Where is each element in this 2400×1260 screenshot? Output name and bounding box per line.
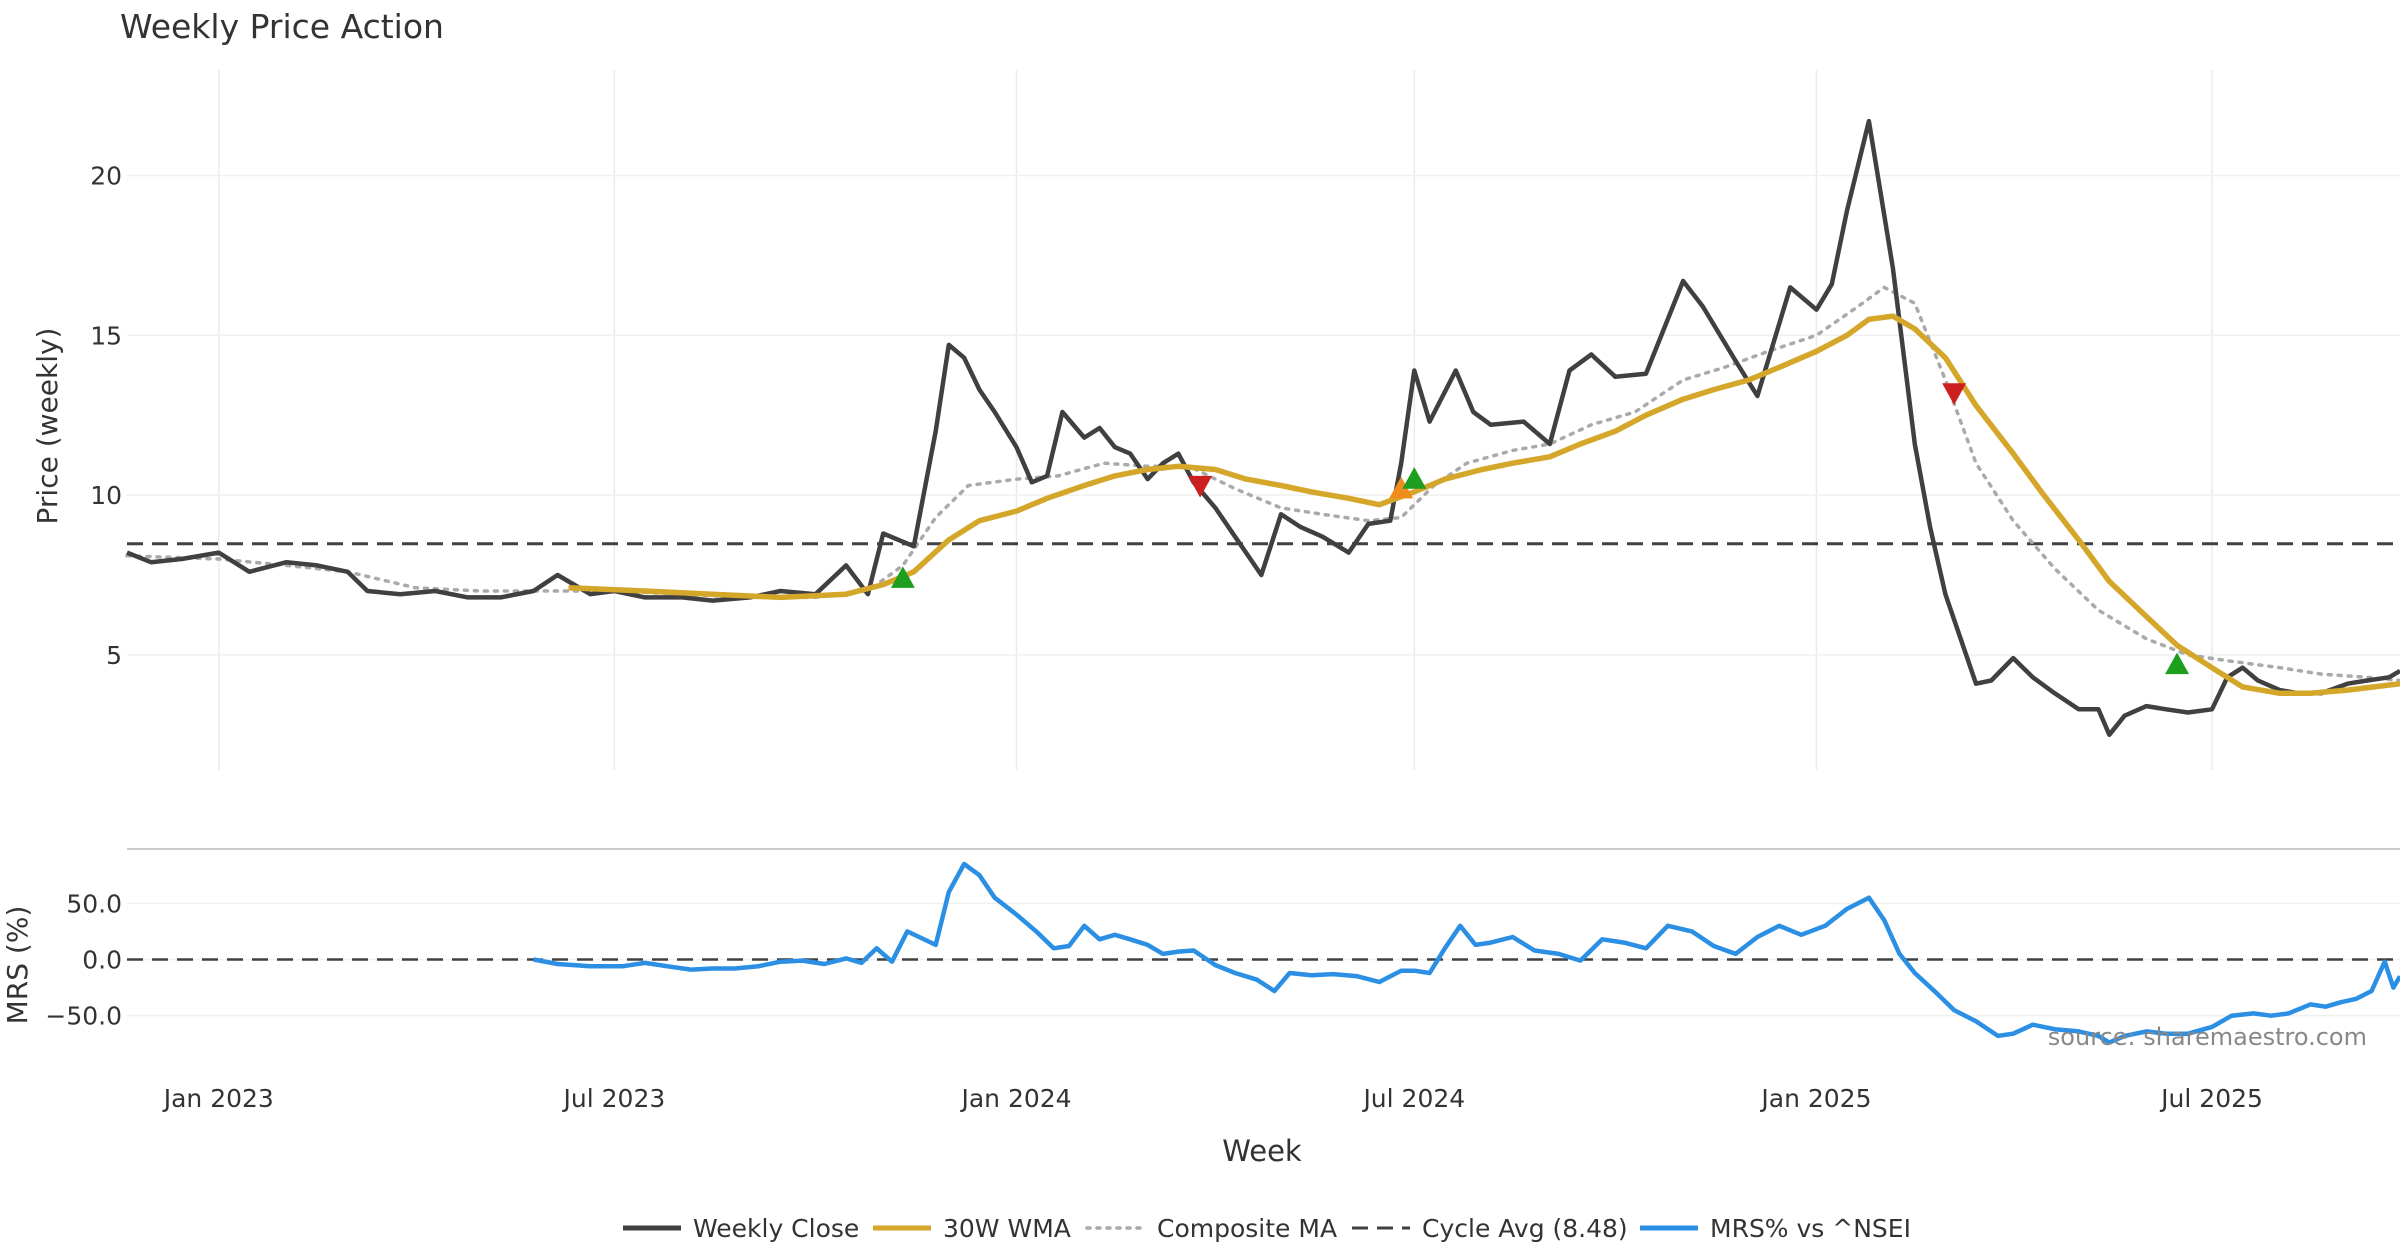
legend: Weekly Close 30W WMA Composite MA Cycle Avg…: [623, 1214, 1911, 1243]
x-tick-label: Jul 2023: [562, 1084, 666, 1113]
buy-signal-marker: [1402, 467, 1427, 489]
price-series: [125, 118, 2400, 738]
signal-markers: [890, 383, 2190, 675]
price-y-tick-label: 15: [90, 321, 122, 350]
mrs-y-axis-label: MRS (%): [1, 906, 34, 1025]
buy-signal-marker: [890, 566, 915, 588]
x-tick-label: Jan 2023: [162, 1084, 274, 1113]
x-tick-label: Jul 2025: [2159, 1084, 2263, 1113]
legend-item: Weekly Close: [623, 1214, 859, 1243]
series-line-30w-wma: [568, 313, 2400, 697]
legend-label: Composite MA: [1157, 1214, 1337, 1243]
buy-signal-marker: [1389, 476, 1414, 499]
buy-signal-marker: [2165, 652, 2190, 675]
series-line-mrs: [533, 861, 2400, 1045]
legend-label: Cycle Avg (8.48): [1422, 1214, 1628, 1243]
x-tick-label: Jan 2025: [1759, 1084, 1871, 1113]
legend-item: 30W WMA: [873, 1214, 1071, 1243]
x-tick-label: Jul 2024: [1361, 1084, 1465, 1113]
mrs-y-tick-label: −50.0: [45, 1002, 122, 1031]
price-y-tick-label: 20: [90, 161, 122, 190]
mrs-y-tick-label: 50.0: [66, 889, 122, 918]
price-y-tick-label: 5: [106, 641, 122, 670]
legend-label: MRS% vs ^NSEI: [1710, 1214, 1911, 1243]
price-y-ticks: 5 10 15 20: [90, 161, 122, 669]
mrs-y-ticks: 50.0 0.0 −50.0: [45, 889, 122, 1030]
legend-item: Composite MA: [1085, 1214, 1337, 1243]
sell-signal-marker: [1942, 383, 1967, 405]
series-line-weekly-close: [126, 118, 2400, 738]
legend-label: 30W WMA: [943, 1214, 1071, 1243]
legend-item: MRS% vs ^NSEI: [1640, 1214, 1911, 1243]
x-tick-labels: Jan 2023 Jul 2023 Jan 2024 Jul 2024 Jan 2025…: [162, 1084, 2263, 1113]
x-axis-label: Week: [1222, 1134, 1302, 1168]
sell-signal-marker: [1188, 475, 1213, 498]
legend-label: Weekly Close: [693, 1214, 859, 1243]
source-annotation: source: sharemaestro.com: [2048, 1023, 2367, 1051]
price-y-axis-label: Price (weekly): [31, 328, 64, 525]
chart-title: Weekly Price Action: [120, 7, 444, 46]
mrs-series: [533, 861, 2400, 1045]
legend-item: Cycle Avg (8.48): [1352, 1214, 1628, 1243]
price-grid: [127, 70, 2400, 770]
x-tick-label: Jan 2024: [959, 1084, 1071, 1113]
price-y-tick-label: 10: [90, 481, 122, 510]
mrs-y-tick-label: 0.0: [82, 945, 122, 974]
